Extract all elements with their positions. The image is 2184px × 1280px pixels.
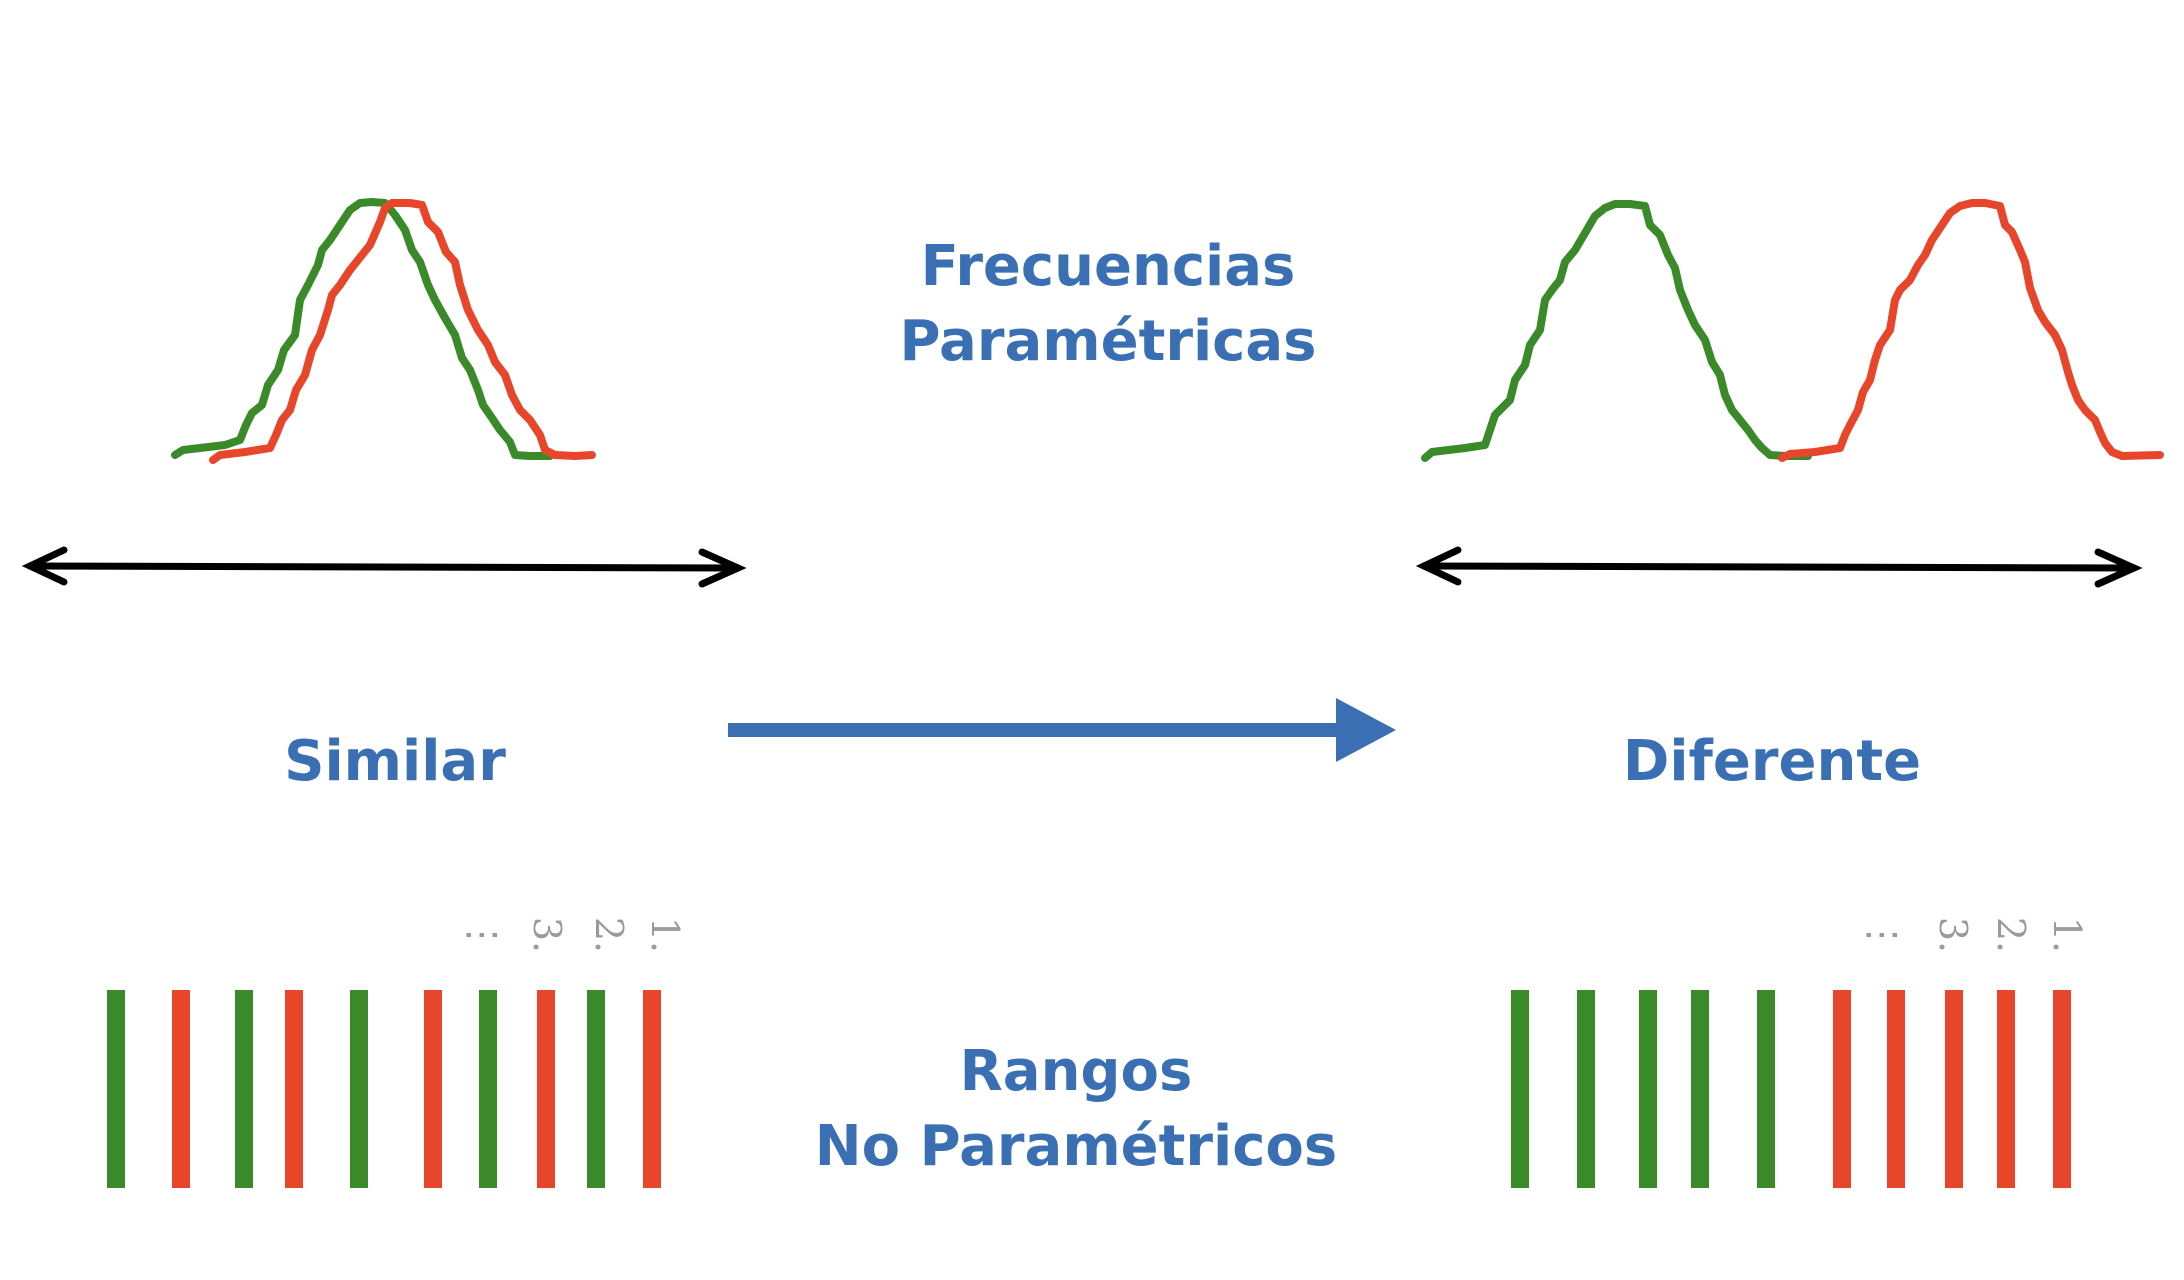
rank-bar-right-7 (1887, 990, 1905, 1188)
rank-bar-right-6 (1833, 990, 1851, 1188)
title-line-2: Paramétricas (900, 309, 1317, 374)
rank-bar-left-7 (479, 990, 497, 1188)
different-label: Diferente (1623, 729, 1921, 794)
different-distributions (1421, 199, 2164, 462)
rank-bar-right-10 (2053, 990, 2071, 1188)
rank-number-right-3: 3. (1931, 917, 1975, 953)
rank-bar-left-9 (587, 990, 605, 1188)
right-arrow-icon (728, 698, 1396, 762)
rank-number-right-1: 1. (2045, 917, 2089, 953)
rank-number-right-4: ⋮ (1861, 916, 1905, 954)
group-b-curve-right (1778, 199, 2164, 462)
rank-numbers-right: 1. 2. 3. ⋮ (1861, 916, 2089, 954)
rank-bars-left (107, 990, 661, 1188)
rank-number-left-1: 1. (643, 917, 687, 953)
similar-label: Similar (284, 729, 506, 794)
subtitle-line-1: Rangos (960, 1039, 1193, 1104)
rank-bars-right (1511, 990, 2071, 1188)
rank-bar-right-3 (1639, 990, 1657, 1188)
rank-bar-left-2 (172, 990, 190, 1188)
rank-bar-right-5 (1757, 990, 1775, 1188)
rank-number-left-2: 2. (587, 917, 631, 953)
rank-bar-right-4 (1691, 990, 1709, 1188)
similar-distributions (171, 198, 596, 464)
rank-numbers-left: 1. 2. 3. ⋮ (461, 916, 687, 954)
rank-bar-left-10 (643, 990, 661, 1188)
rank-number-right-2: 2. (1989, 917, 2033, 953)
rank-bar-left-1 (107, 990, 125, 1188)
rank-number-left-4: ⋮ (461, 916, 505, 954)
rank-number-left-3: 3. (525, 917, 569, 953)
rank-bar-left-5 (350, 990, 368, 1188)
rank-bar-right-8 (1945, 990, 1963, 1188)
title-line-1: Frecuencias (921, 234, 1296, 299)
rank-bar-right-9 (1997, 990, 2015, 1188)
rank-bar-right-2 (1577, 990, 1595, 1188)
group-a-curve-right (1421, 200, 1812, 462)
group-a-curve-left (171, 198, 554, 460)
rank-bar-left-8 (537, 990, 555, 1188)
rank-bar-right-1 (1511, 990, 1529, 1188)
rank-bar-left-3 (235, 990, 253, 1188)
double-arrow-icon (21, 546, 747, 588)
rank-bar-left-6 (424, 990, 442, 1188)
double-arrow-icon (1415, 546, 2143, 588)
rank-bar-left-4 (285, 990, 303, 1188)
group-b-curve-left (209, 199, 596, 464)
subtitle-line-2: No Paramétricos (815, 1114, 1337, 1179)
